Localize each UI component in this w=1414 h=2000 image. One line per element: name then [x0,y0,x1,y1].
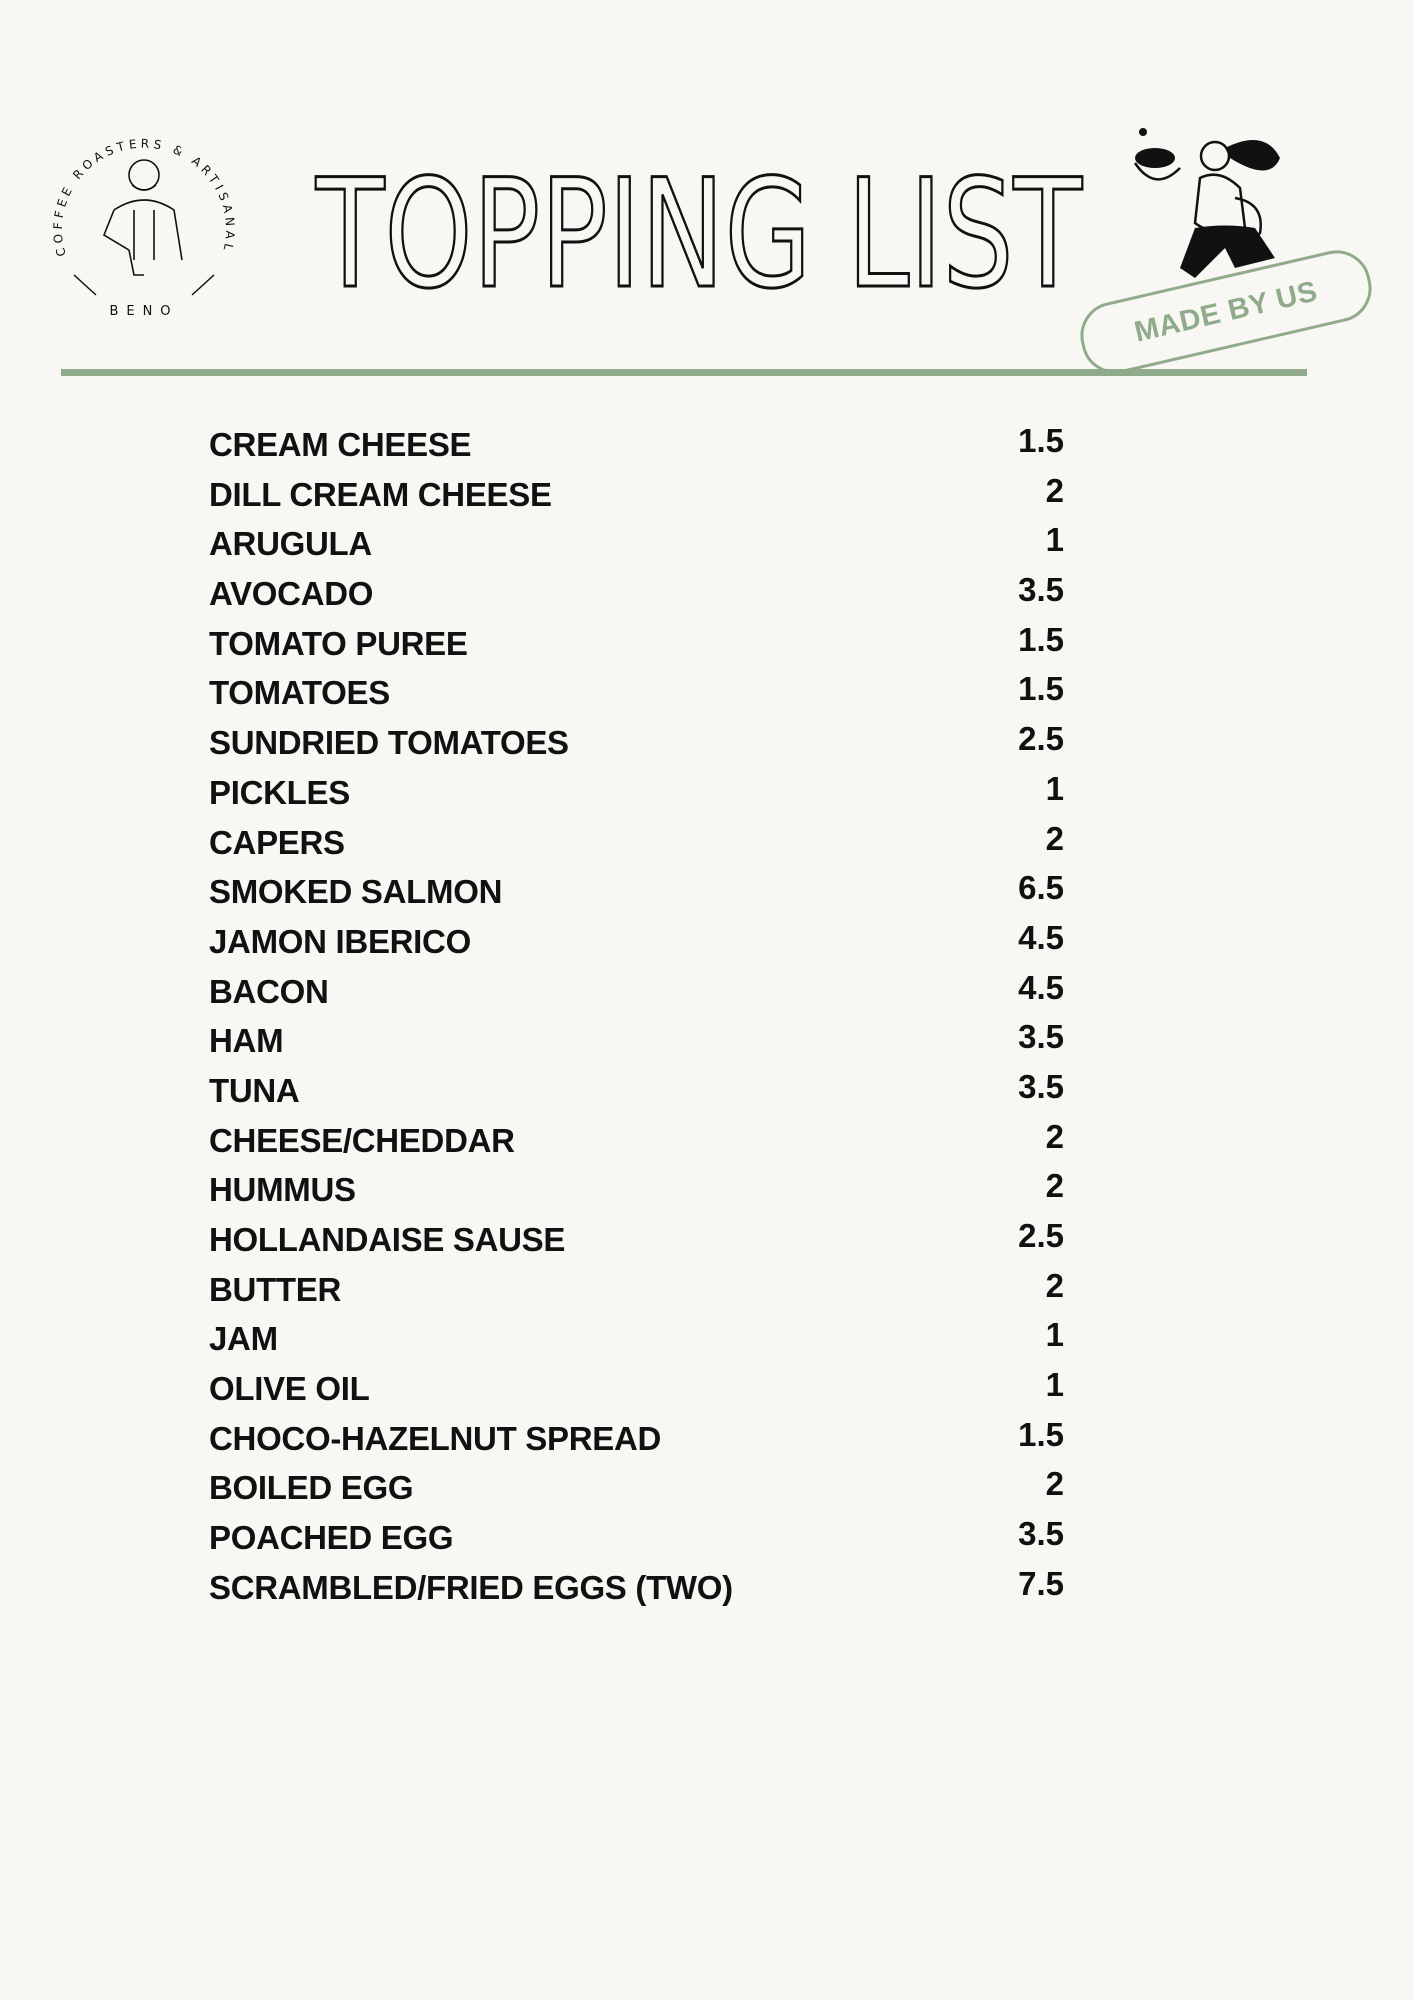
topping-row: JAMON IBERICO 4.5 [209,915,1064,965]
topping-row: TOMATO PUREE 1.5 [209,617,1064,667]
coffee-mascot-icon [1125,118,1325,288]
topping-name: DILL CREAM CHEESE [209,475,552,513]
topping-row: SCRAMBLED/FRIED EGGS (TWO) 7.5 [209,1561,1064,1611]
topping-price: 3.5 [1018,1018,1064,1056]
topping-row: BUTTER 2 [209,1263,1064,1313]
brand-logo: COFFEE ROASTERS & ARTISANAL BAKERY BENO [37,104,244,325]
topping-price: 2 [1045,1167,1064,1205]
topping-name: HOLLANDAISE SAUSE [209,1221,566,1258]
topping-price: 1.5 [1018,620,1064,658]
topping-price: 1 [1045,1366,1064,1404]
topping-price: 3.5 [1018,1067,1064,1105]
topping-row: PICKLES 1 [209,766,1064,816]
topping-name: SCRAMBLED/FRIED EGGS (TWO) [209,1568,733,1606]
topping-name: JAM [209,1320,278,1358]
header-divider [61,369,1307,376]
svg-text:COFFEE ROASTERS & ARTISANAL BA: COFFEE ROASTERS & ARTISANAL BAKERY [44,115,237,258]
logo-arc-text: COFFEE ROASTERS & ARTISANAL BAKERY [37,104,233,258]
topping-name: TOMATO PUREE [209,624,468,662]
topping-row: CHOCO-HAZELNUT SPREAD 1.5 [209,1412,1064,1462]
topping-price: 2.5 [1018,720,1064,758]
topping-row: SUNDRIED TOMATOES 2.5 [209,716,1064,766]
topping-name: AVOCADO [209,575,374,613]
topping-row: CAPERS 2 [209,816,1064,866]
topping-name: PICKLES [209,773,350,811]
topping-row: CHEESE/CHEDDAR 2 [209,1114,1064,1164]
topping-name: HUMMUS [209,1171,356,1209]
topping-name: TUNA [209,1071,300,1109]
topping-price: 1.5 [1018,422,1064,459]
topping-price: 2 [1045,1266,1064,1304]
topping-row: DILL CREAM CHEESE 2 [209,468,1064,518]
page-title: TOPPING LIST [310,147,1090,324]
topping-row: TUNA 3.5 [209,1064,1064,1114]
topping-row: AVOCADO 3.5 [209,567,1064,617]
topping-price: 4.5 [1018,918,1064,956]
topping-row: HUMMUS 2 [209,1163,1064,1213]
topping-name: CAPERS [209,823,345,861]
topping-price: 3.5 [1018,571,1064,609]
topping-row: TOMATOES 1.5 [209,666,1064,716]
topping-name: HAM [209,1022,284,1060]
topping-price: 2.5 [1018,1217,1064,1254]
topping-row: SMOKED SALMON 6.5 [209,865,1064,915]
topping-row: OLIVE OIL 1 [209,1362,1064,1412]
title-text: TOPPING LIST [315,160,1083,300]
topping-price: 4.5 [1018,968,1064,1006]
topping-row: POACHED EGG 3.5 [209,1511,1064,1561]
topping-price: 3.5 [1018,1515,1064,1553]
barista-icon [103,159,183,276]
topping-price: 2 [1045,1465,1064,1503]
topping-row: ARUGULA 1 [209,517,1064,567]
topping-name: BUTTER [209,1270,342,1308]
topping-price: 7.5 [1018,1564,1064,1602]
topping-row: CREAM CHEESE 1.5 [209,418,1064,468]
topping-price: 2 [1045,471,1064,509]
topping-name: CHOCO-HAZELNUT SPREAD [209,1419,662,1457]
topping-name: BOILED EGG [209,1469,414,1507]
topping-name: POACHED EGG [209,1519,454,1557]
topping-name: SMOKED SALMON [209,873,503,911]
topping-name: CHEESE/CHEDDAR [209,1121,515,1159]
topping-price: 1.5 [1018,1415,1064,1453]
topping-row: JAM 1 [209,1312,1064,1362]
topping-price: 1 [1045,521,1064,559]
topping-price: 2 [1045,819,1064,857]
topping-name: SUNDRIED TOMATOES [209,724,569,762]
topping-row: HAM 3.5 [209,1014,1064,1064]
topping-price: 1 [1045,1316,1064,1354]
topping-name: BACON [209,972,329,1010]
topping-name: ARUGULA [209,525,372,563]
logo-brand: BENO [109,304,178,319]
topping-name: TOMATOES [209,674,390,712]
topping-row: BOILED EGG 2 [209,1461,1064,1511]
topping-price: 6.5 [1018,869,1064,907]
topping-price: 1.5 [1018,670,1064,708]
topping-price: 2 [1045,1117,1064,1155]
topping-row: BACON 4.5 [209,965,1064,1015]
topping-price: 1 [1045,769,1064,807]
topping-name: JAMON IBERICO [209,922,471,960]
topping-name: OLIVE OIL [209,1370,370,1408]
topping-name: CREAM CHEESE [209,426,472,463]
topping-row: HOLLANDAISE SAUSE 2.5 [209,1213,1064,1263]
topping-list: CREAM CHEESE 1.5 DILL CREAM CHEESE 2 ARUGULA… [209,418,1064,1611]
